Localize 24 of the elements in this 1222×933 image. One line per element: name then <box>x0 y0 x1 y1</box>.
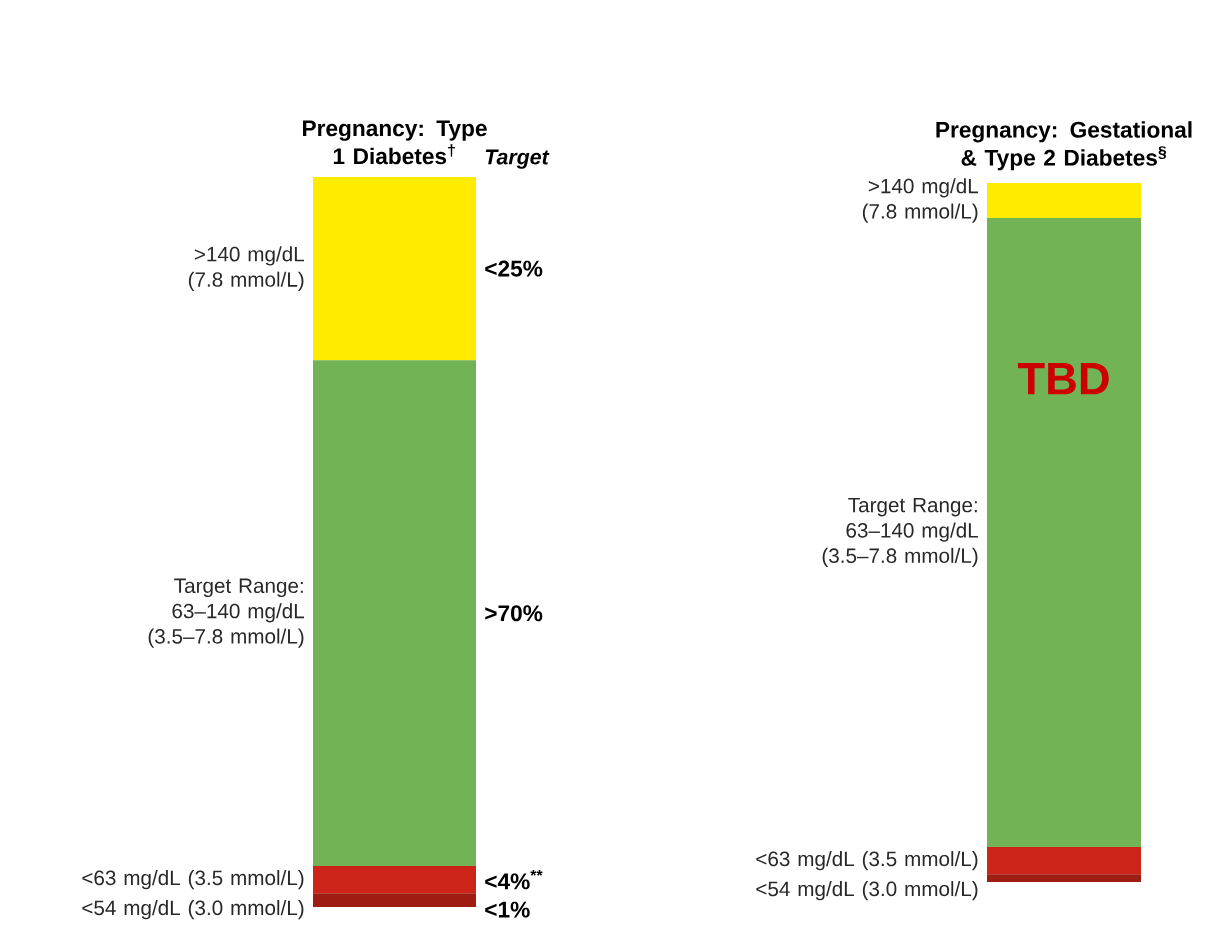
series-label: <54 mg/dL (3.0 mmol/L) <box>82 900 304 920</box>
bar <box>313 866 477 894</box>
chart-title: Pregnancy: Gestational & Type 2 Diabetes$^{§}$ <box>936 121 1192 171</box>
series-label: Target Range: 63–140 mg/dL (3.5–7.8 mmol/L) <box>148 578 305 648</box>
text: <25% <box>485 260 543 277</box>
text: <4%$^{**}$ <box>485 869 543 890</box>
text: >70% <box>485 605 543 622</box>
bar <box>987 217 1141 848</box>
series-label: <63 mg/dL (3.5 mmol/L) <box>82 869 304 890</box>
chart-title: Pregnancy: Type 1 Diabetes$^{†}$ <box>303 120 487 165</box>
series-label: >140 mg/dL (7.8 mmol/L) <box>188 246 305 291</box>
text: Target <box>485 149 550 169</box>
series-label: >140 mg/dL (7.8 mmol/L) <box>862 178 979 223</box>
text: <1% <box>485 901 530 918</box>
bar <box>313 176 477 361</box>
series-label: <54 mg/dL (3.0 mmol/L) <box>756 881 978 901</box>
series-label: Target Range: 63–140 mg/dL (3.5–7.8 mmol/L) <box>822 497 979 568</box>
series-label: <63 mg/dL (3.5 mmol/L) <box>756 851 978 871</box>
bar <box>313 360 477 867</box>
bar <box>987 847 1141 875</box>
bar <box>987 874 1141 882</box>
bar <box>987 183 1141 218</box>
annotation: TBD <box>1017 363 1109 395</box>
bar <box>313 893 477 907</box>
